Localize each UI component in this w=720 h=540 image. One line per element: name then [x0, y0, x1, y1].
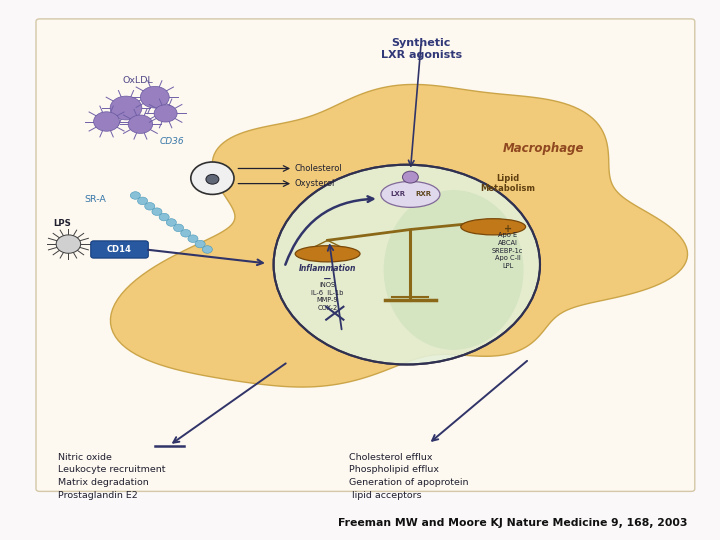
Ellipse shape: [381, 181, 440, 207]
FancyBboxPatch shape: [91, 241, 148, 258]
Ellipse shape: [295, 246, 360, 262]
Circle shape: [195, 240, 205, 248]
Text: OxLDL: OxLDL: [122, 76, 153, 85]
Circle shape: [94, 112, 120, 131]
Text: Apo E
ABCAI
SREBP-1c
Apo C-II
LPL: Apo E ABCAI SREBP-1c Apo C-II LPL: [492, 232, 523, 269]
Text: Lipid
Metabolism: Lipid Metabolism: [480, 174, 535, 193]
Text: Synthetic
LXR agonists: Synthetic LXR agonists: [381, 38, 462, 60]
Text: SR-A: SR-A: [85, 195, 107, 204]
Circle shape: [191, 162, 234, 194]
Text: Macrophage: Macrophage: [503, 142, 585, 155]
Circle shape: [130, 192, 140, 199]
Circle shape: [110, 96, 142, 120]
Circle shape: [188, 235, 198, 242]
Circle shape: [402, 171, 418, 183]
Text: CD36: CD36: [160, 137, 184, 146]
Circle shape: [152, 208, 162, 215]
Text: Freeman MW and Moore KJ Nature Medicine 9, 168, 2003: Freeman MW and Moore KJ Nature Medicine …: [338, 518, 688, 528]
Circle shape: [174, 224, 184, 232]
FancyBboxPatch shape: [36, 19, 695, 491]
Text: Inflammation: Inflammation: [299, 264, 356, 273]
Circle shape: [206, 174, 219, 184]
Text: CD14: CD14: [107, 245, 132, 254]
Text: LPS: LPS: [54, 219, 71, 228]
Text: RXR: RXR: [415, 191, 431, 198]
Text: Oxysterol: Oxysterol: [294, 179, 335, 188]
Text: Cholesterol efflux
Phospholipid efflux
Generation of apoprotein
 lipid acceptors: Cholesterol efflux Phospholipid efflux G…: [349, 453, 469, 500]
Circle shape: [181, 230, 191, 237]
Circle shape: [274, 165, 540, 364]
Circle shape: [145, 202, 155, 210]
Circle shape: [166, 219, 176, 226]
Ellipse shape: [384, 190, 523, 350]
Circle shape: [128, 115, 153, 133]
Circle shape: [202, 246, 212, 253]
Text: iNOS
IL-6  IL-1b
MMP-9
COX-2: iNOS IL-6 IL-1b MMP-9 COX-2: [312, 282, 343, 311]
Circle shape: [159, 213, 169, 221]
Ellipse shape: [461, 219, 526, 235]
Text: Cholesterol: Cholesterol: [294, 164, 342, 173]
Text: Nitric oxide
Leukocyte recruitment
Matrix degradation
Prostaglandin E2: Nitric oxide Leukocyte recruitment Matri…: [58, 453, 165, 500]
Text: LXR: LXR: [390, 191, 405, 198]
Polygon shape: [110, 84, 688, 387]
Circle shape: [56, 235, 81, 253]
Text: −: −: [323, 274, 332, 285]
Circle shape: [154, 105, 177, 122]
Circle shape: [140, 86, 169, 108]
Text: +: +: [503, 224, 512, 234]
Circle shape: [138, 197, 148, 205]
